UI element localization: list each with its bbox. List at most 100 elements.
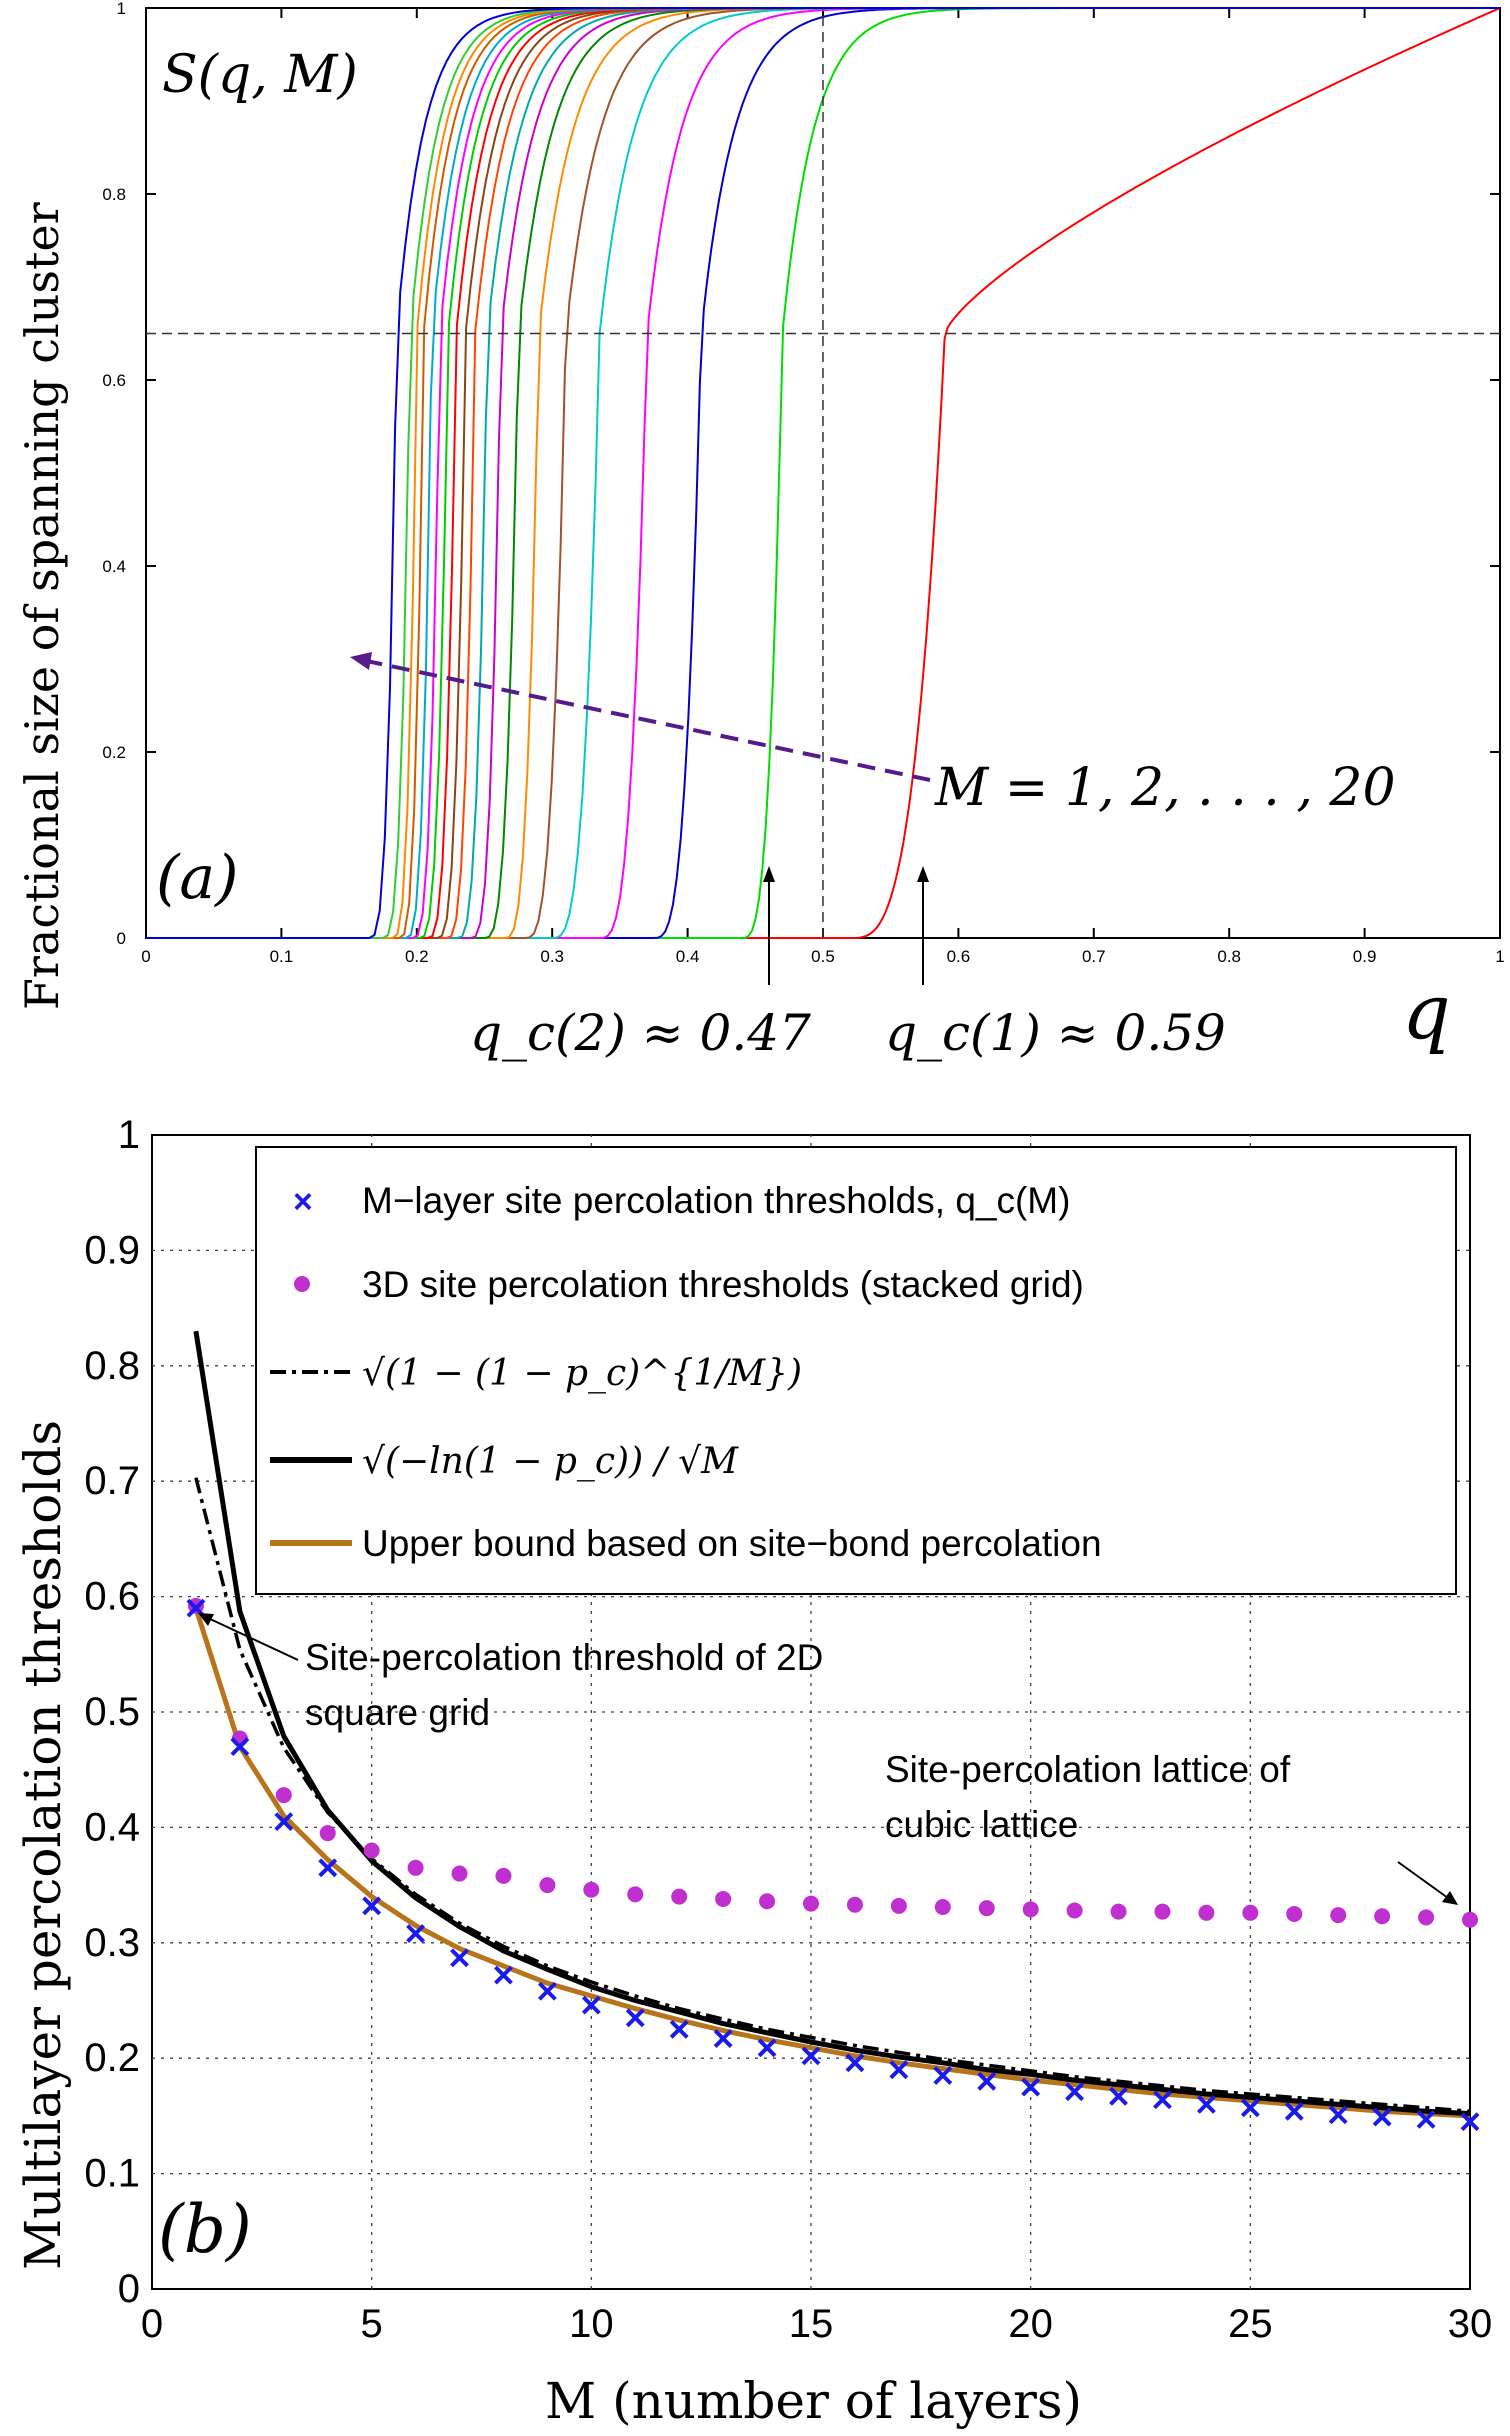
panel-b-marker-x <box>362 1896 382 1916</box>
panel-b-ytick-label: 0.4 <box>84 1805 140 1849</box>
panel-b-marker-dot <box>407 1859 424 1876</box>
panel-b-marker-x <box>1460 2112 1480 2132</box>
panel-b-ytick-label: 0.5 <box>84 1690 140 1734</box>
panel-a-series <box>146 7 1501 939</box>
arrow-qc1-head <box>917 866 929 882</box>
legend-label-upper-bound: Upper bound based on site−bond percolati… <box>362 1523 1102 1564</box>
panel-b-marker-dot <box>583 1881 600 1898</box>
annotation-2d-line1: Site-percolation threshold of 2D <box>305 1637 823 1678</box>
panel-b-xtick-label: 15 <box>789 2302 834 2346</box>
panel-b-marker-x <box>1153 2090 1172 2110</box>
panel-b-xtick-label: 10 <box>569 2302 614 2346</box>
panel-b-marker-dot <box>1330 1907 1347 1924</box>
panel-b-ytick-label: 0.6 <box>84 1575 140 1619</box>
panel-a-xtick-label: 1 <box>1495 947 1504 966</box>
panel-b-ytick-label: 0.9 <box>84 1228 140 1272</box>
panel-b-marker-dot <box>539 1877 556 1894</box>
panel-b-line-2 <box>194 1477 1471 2114</box>
panel-b-marker-x <box>669 2019 689 2039</box>
panel-b-letter: (b) <box>158 2191 252 2268</box>
panel-b-marker-dot <box>803 1895 819 1912</box>
panel-b-marker-dot <box>1066 1902 1083 1919</box>
panel-b-marker-x <box>537 1981 557 2001</box>
panel-b-marker-dot <box>363 1842 380 1859</box>
panel-b-xlabel: M (number of layers) <box>545 2372 1082 2430</box>
panel-b-marker-dot <box>1154 1903 1171 1920</box>
panel-b-marker-dot <box>1418 1909 1435 1926</box>
panel-b-series <box>186 1330 1480 2132</box>
panel-b-marker-dot <box>1110 1903 1127 1920</box>
panel-b-ytick-label: 0 <box>118 2267 140 2311</box>
panel-b-marker-x <box>274 1812 294 1832</box>
legend-label-formula2: √(−ln(1 − p_c)) / √M <box>362 1441 739 1482</box>
arrow-qc2-head <box>763 866 775 882</box>
panel-b-marker-x <box>1065 2082 1085 2102</box>
panel-a-xtick-label: 0.5 <box>811 947 835 966</box>
panel-b-marker-x <box>450 1948 469 1968</box>
panel-a-inner-label: S(q, M) <box>162 45 358 105</box>
panel-b: 0 5 10 15 20 25 30 0 0.1 0.2 0.3 0.4 0.5 0.6 0.7 0.8 0.9… <box>14 1113 1492 2430</box>
panel-b-marker-x <box>1109 2086 1128 2106</box>
panel-b-marker-dot <box>451 1865 468 1882</box>
panel-b-marker-dot <box>671 1888 688 1905</box>
panel-b-marker-x <box>1372 2107 1392 2127</box>
legend-marker-dot <box>294 1276 310 1292</box>
panel-a-xtick-label: 0 <box>141 947 150 966</box>
panel-a-ytick-label: 0.6 <box>102 371 126 390</box>
arrow-cubic-head <box>1442 1891 1458 1905</box>
panel-b-marker-dot <box>1022 1901 1039 1918</box>
panel-a-curve-m-1 <box>146 7 1501 939</box>
panel-b-marker-dot <box>715 1890 732 1907</box>
panel-b-ytick-label: 0.8 <box>84 1344 140 1388</box>
panel-b-xtick-label: 5 <box>361 2302 383 2346</box>
panel-a-curve-m-20 <box>146 7 1500 939</box>
panel-b-xtick-label: 25 <box>1228 2302 1273 2346</box>
panel-a-ytick-label: 0.8 <box>102 185 126 204</box>
panel-b-marker-x <box>933 2066 953 2085</box>
panel-a-xtick-label: 0.9 <box>1353 947 1377 966</box>
panel-a-tick-labels: 0 0.1 0.2 0.3 0.4 0.5 0.6 0.7 0.8 0.9 1 0 0.2 0.4 0.6 0… <box>102 0 1504 966</box>
panel-a-xtick-label: 0.3 <box>540 947 564 966</box>
panel-a-xlabel: q <box>1402 967 1451 1056</box>
panel-a-ytick-label: 0.4 <box>102 557 126 576</box>
panel-a-reference-lines <box>146 8 1500 938</box>
panel-b-marker-x <box>1328 2105 1348 2125</box>
panel-b-marker-x <box>230 1737 250 1757</box>
panel-b-ytick-label: 0.3 <box>84 1921 140 1965</box>
panel-b-marker-x <box>801 2046 821 2066</box>
panel-b-xtick-label: 30 <box>1448 2302 1493 2346</box>
panel-b-marker-x <box>406 1924 426 1943</box>
panel-a-xtick-label: 0.7 <box>1082 947 1106 966</box>
panel-b-marker-x <box>581 1995 601 2015</box>
panel-b-line-3 <box>193 1330 1471 2117</box>
legend-label-formula1: √(1 − (1 − p_c)^{1/M}) <box>362 1353 802 1394</box>
annotation-qc1: q_c(1) ≈ 0.59 <box>885 1004 1226 1062</box>
panel-b-marker-x <box>494 1965 513 1985</box>
annotation-qc2: q_c(2) ≈ 0.47 <box>470 1004 811 1062</box>
panel-a: 0 0.1 0.2 0.3 0.4 0.5 0.6 0.7 0.8 0.9 1 0 0.2 0.4 0.6 0… <box>15 0 1505 1062</box>
panel-b-ytick-label: 0.7 <box>84 1459 140 1503</box>
arrow-increasing-m <box>361 658 931 782</box>
panel-a-ytick-label: 1 <box>117 0 126 18</box>
panel-b-marker-dot <box>495 1867 512 1884</box>
panel-a-series-label: M = 1, 2, . . . , 20 <box>934 758 1396 818</box>
panel-b-marker-dot <box>759 1893 776 1910</box>
panel-b-marker-dot <box>846 1896 863 1913</box>
legend-label-3d: 3D site percolation thresholds (stacked … <box>362 1264 1084 1305</box>
panel-b-ytick-label: 0.1 <box>84 2152 140 2196</box>
panel-a-ytick-label: 0.2 <box>102 743 126 762</box>
panel-b-xtick-label: 0 <box>141 2302 163 2346</box>
arrow-2d-threshold <box>207 1617 299 1661</box>
annotation-cubic-line1: Site-percolation lattice of <box>885 1749 1291 1790</box>
panel-b-marker-dot <box>1286 1905 1303 1922</box>
legend-label-qc: M−layer site percolation thresholds, q_c… <box>362 1180 1070 1221</box>
panel-b-marker-dot <box>890 1897 907 1914</box>
panel-b-ytick-label: 1 <box>118 1113 140 1157</box>
panel-a-xtick-label: 0.2 <box>405 947 429 966</box>
panel-b-marker-dot <box>1374 1908 1391 1925</box>
panel-b-marker-dot <box>627 1886 644 1903</box>
panel-b-xtick-label: 20 <box>1008 2302 1053 2346</box>
panel-b-marker-dot <box>1198 1904 1215 1921</box>
